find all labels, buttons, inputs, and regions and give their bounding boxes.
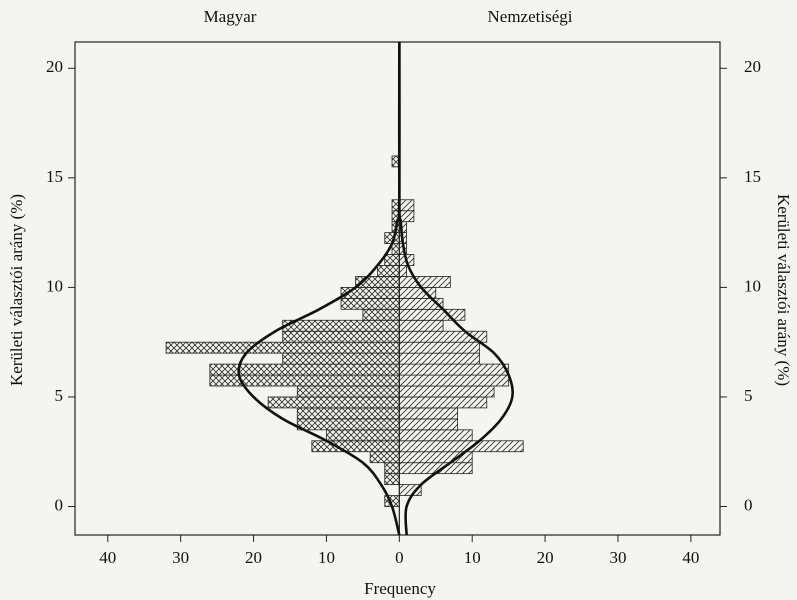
y2-tick-label: 15: [744, 167, 761, 186]
bar: [398, 363, 510, 376]
bar: [282, 330, 400, 343]
bar: [165, 341, 400, 354]
y2-tick-label: 20: [744, 57, 761, 76]
series-label: Nemzetiségi: [488, 7, 573, 26]
y2-tick-label: 10: [744, 276, 761, 295]
bar: [398, 407, 459, 420]
y-tick-label: 20: [46, 57, 63, 76]
x-tick-label: 30: [609, 548, 626, 567]
bar: [384, 462, 400, 475]
x-tick-label: 10: [464, 548, 481, 567]
y-tick-label: 15: [46, 167, 63, 186]
y-tick-label: 0: [55, 495, 64, 514]
density-curve: [397, 41, 514, 536]
x-tick-label: 40: [682, 548, 699, 567]
bar: [311, 440, 400, 453]
bar: [384, 254, 400, 266]
bar: [398, 341, 480, 354]
bar: [296, 418, 400, 431]
bar: [398, 396, 488, 409]
y-tick-label: 5: [55, 386, 64, 405]
bar: [398, 418, 459, 431]
bar: [369, 451, 400, 464]
bar: [282, 352, 400, 365]
bar: [398, 199, 415, 212]
x-tick-label: 0: [395, 548, 404, 567]
y2-tick-label: 0: [744, 495, 753, 514]
bar: [398, 429, 473, 442]
y-tick-label: 10: [46, 276, 63, 295]
bar: [340, 297, 400, 310]
density-curve: [237, 41, 401, 536]
series-label: Magyar: [204, 7, 257, 26]
bar: [398, 374, 510, 387]
y2-axis-label: Kerületi választói arány (%): [774, 194, 793, 386]
x-tick-label: 20: [537, 548, 554, 567]
x-tick-label: 20: [245, 548, 262, 567]
bar: [267, 396, 400, 409]
bar: [398, 265, 408, 277]
y2-tick-label: 5: [744, 386, 753, 405]
bar: [377, 265, 400, 277]
x-axis-label: Frequency: [364, 579, 436, 598]
x-tick-label: 40: [99, 548, 116, 567]
bar: [398, 308, 466, 321]
plot-frame: [74, 41, 721, 536]
bar: [384, 473, 400, 486]
bar: [296, 407, 400, 420]
bar: [326, 429, 400, 442]
y-axis-label: Kerületi választói arány (%): [7, 194, 26, 386]
bar: [282, 319, 400, 332]
bar: [398, 352, 480, 365]
x-tick-label: 10: [318, 548, 335, 567]
bar: [362, 308, 400, 321]
bar: [391, 243, 400, 255]
bar: [398, 319, 444, 332]
x-tick-label: 30: [172, 548, 189, 567]
bar: [296, 385, 400, 398]
bar: [398, 276, 451, 288]
bar: [398, 385, 495, 398]
bar: [398, 440, 524, 453]
